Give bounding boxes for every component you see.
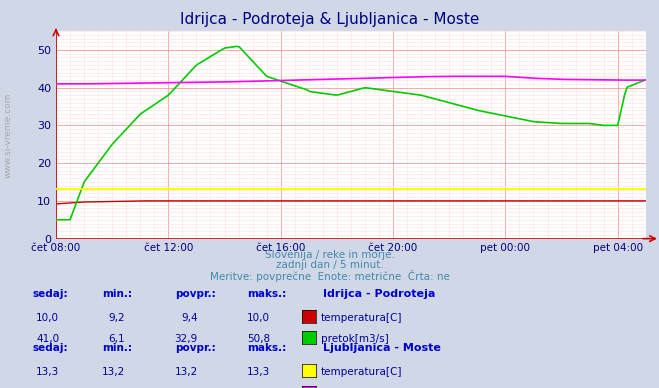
Text: Idrijca - Podroteja & Ljubljanica - Moste: Idrijca - Podroteja & Ljubljanica - Most… xyxy=(180,12,479,27)
Text: Slovenija / reke in morje.: Slovenija / reke in morje. xyxy=(264,250,395,260)
Text: 9,4: 9,4 xyxy=(181,313,198,323)
Text: Ljubljanica - Moste: Ljubljanica - Moste xyxy=(323,343,441,353)
Text: maks.:: maks.: xyxy=(247,289,287,299)
Text: 13,2: 13,2 xyxy=(175,367,198,378)
Text: 6,1: 6,1 xyxy=(109,334,125,345)
Text: Meritve: povprečne  Enote: metrične  Črta: ne: Meritve: povprečne Enote: metrične Črta:… xyxy=(210,270,449,282)
Text: sedaj:: sedaj: xyxy=(33,343,69,353)
Text: 13,3: 13,3 xyxy=(247,367,270,378)
Text: Idrijca - Podroteja: Idrijca - Podroteja xyxy=(323,289,436,299)
Text: 13,2: 13,2 xyxy=(102,367,125,378)
Text: temperatura[C]: temperatura[C] xyxy=(321,313,403,323)
Text: 9,2: 9,2 xyxy=(109,313,125,323)
Text: povpr.:: povpr.: xyxy=(175,343,215,353)
Text: temperatura[C]: temperatura[C] xyxy=(321,367,403,378)
Text: sedaj:: sedaj: xyxy=(33,289,69,299)
Text: maks.:: maks.: xyxy=(247,343,287,353)
Text: www.si-vreme.com: www.si-vreme.com xyxy=(4,93,13,178)
Text: 13,3: 13,3 xyxy=(36,367,59,378)
Text: 10,0: 10,0 xyxy=(36,313,59,323)
Text: 41,0: 41,0 xyxy=(36,334,59,345)
Text: 50,8: 50,8 xyxy=(247,334,270,345)
Text: 10,0: 10,0 xyxy=(247,313,270,323)
Text: pretok[m3/s]: pretok[m3/s] xyxy=(321,334,389,345)
Text: povpr.:: povpr.: xyxy=(175,289,215,299)
Text: 32,9: 32,9 xyxy=(175,334,198,345)
Text: min.:: min.: xyxy=(102,289,132,299)
Text: zadnji dan / 5 minut.: zadnji dan / 5 minut. xyxy=(275,260,384,270)
Text: min.:: min.: xyxy=(102,343,132,353)
